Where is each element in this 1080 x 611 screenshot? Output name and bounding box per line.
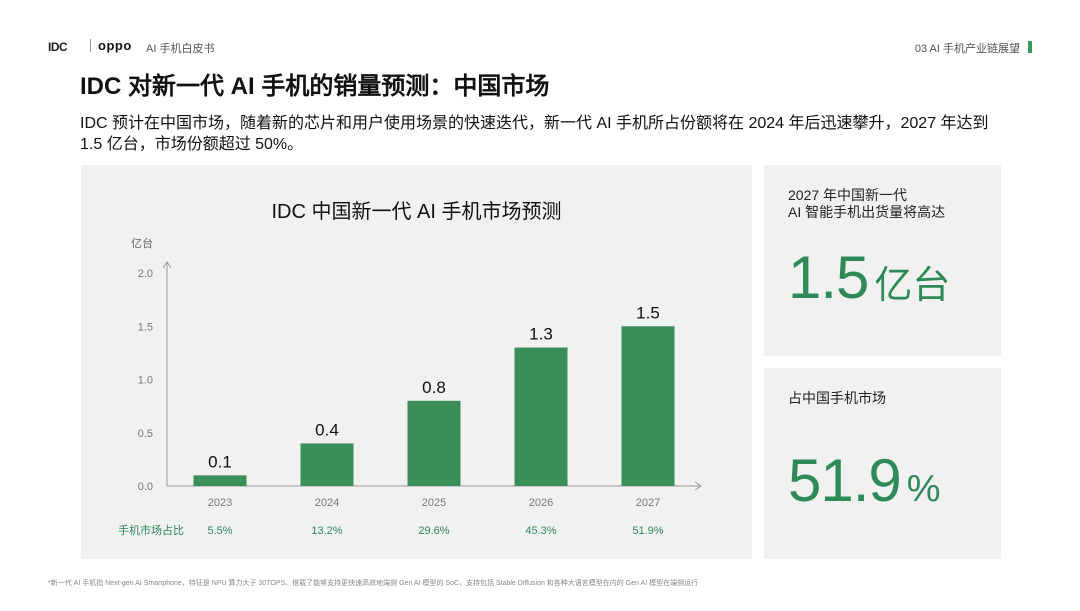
y-tick-label: 0.0 [138, 481, 153, 493]
section-accent-bar [1028, 41, 1032, 53]
share-value-number: 51.9 [788, 447, 902, 514]
shipments-card-label: 2027 年中国新一代 AI 智能手机出货量将高达 [788, 187, 946, 220]
share-value-unit: % [906, 468, 941, 510]
share-card-label: 占中国手机市场 [788, 390, 886, 406]
shipments-card: 2027 年中国新一代 AI 智能手机出货量将高达 1.5 亿台 [764, 165, 1001, 356]
x-tick-label: 2027 [636, 497, 660, 509]
market-share-row-label: 手机市场占比 [118, 523, 184, 537]
share-card: 占中国手机市场 51.9% [764, 368, 1001, 559]
market-share-value: 51.9% [632, 525, 663, 537]
x-tick-label: 2025 [422, 497, 446, 509]
bar-value-label: 0.1 [208, 452, 232, 471]
market-share-value: 45.3% [525, 525, 556, 537]
market-share-value: 29.6% [418, 525, 449, 537]
shipments-value-unit: 亿台 [874, 265, 951, 307]
x-tick-label: 2024 [315, 497, 339, 509]
footnote: *新一代 AI 手机指 Next-gen AI Smartphone，特征是 N… [48, 580, 699, 587]
logo-divider [90, 39, 91, 52]
document-title: AI 手机白皮书 [146, 43, 215, 55]
y-axis-arrow [162, 261, 172, 269]
page-description: IDC 预计在中国市场，随着新的芯片和用户使用场景的快速迭代，新一代 AI 手机… [80, 115, 989, 153]
market-share-value: 13.2% [311, 525, 342, 537]
share-card-value: 51.9% [788, 446, 941, 515]
chart-panel: IDC 中国新一代 AI 手机市场预测 亿台 0.0 0.5 1.0 1.5 2.0 0.1… [81, 165, 752, 559]
bar-2027 [621, 326, 675, 486]
bar-value-label: 0.8 [422, 378, 446, 397]
bar-2026 [514, 347, 568, 486]
market-share-value: 5.5% [207, 525, 232, 537]
shipments-card-value: 1.5 亿台 [788, 243, 950, 312]
y-tick-label: 1.0 [138, 375, 153, 387]
bar-2024 [300, 443, 354, 486]
bar-value-label: 0.4 [315, 420, 339, 439]
x-axis-arrow [694, 481, 702, 491]
idc-logo: IDC [48, 40, 68, 54]
page-title: IDC 对新一代 AI 手机的销量预测：中国市场 [80, 73, 550, 100]
header-bar: IDC oppo AI 手机白皮书 03 AI 手机产业链展望 [48, 38, 1032, 58]
y-axis-unit-label: 亿台 [131, 236, 153, 250]
bar-2023 [193, 475, 247, 486]
bar-chart: 亿台 0.0 0.5 1.0 1.5 2.0 0.1 2023 5.5% 0.4 2024 13.2%… [118, 236, 702, 537]
bar-value-label: 1.3 [529, 325, 553, 344]
bar-value-label: 1.5 [636, 303, 660, 322]
section-label: 03 AI 手机产业链展望 [914, 43, 1020, 55]
bar-2025 [407, 400, 461, 486]
shipments-value-number: 1.5 [788, 244, 869, 311]
y-tick-label: 1.5 [138, 321, 153, 333]
oppo-logo: oppo [98, 38, 132, 53]
chart-title: IDC 中国新一代 AI 手机市场预测 [271, 201, 562, 223]
x-tick-label: 2023 [208, 497, 232, 509]
x-tick-label: 2026 [529, 497, 553, 509]
y-tick-label: 0.5 [138, 428, 153, 440]
y-tick-label: 2.0 [138, 268, 153, 280]
